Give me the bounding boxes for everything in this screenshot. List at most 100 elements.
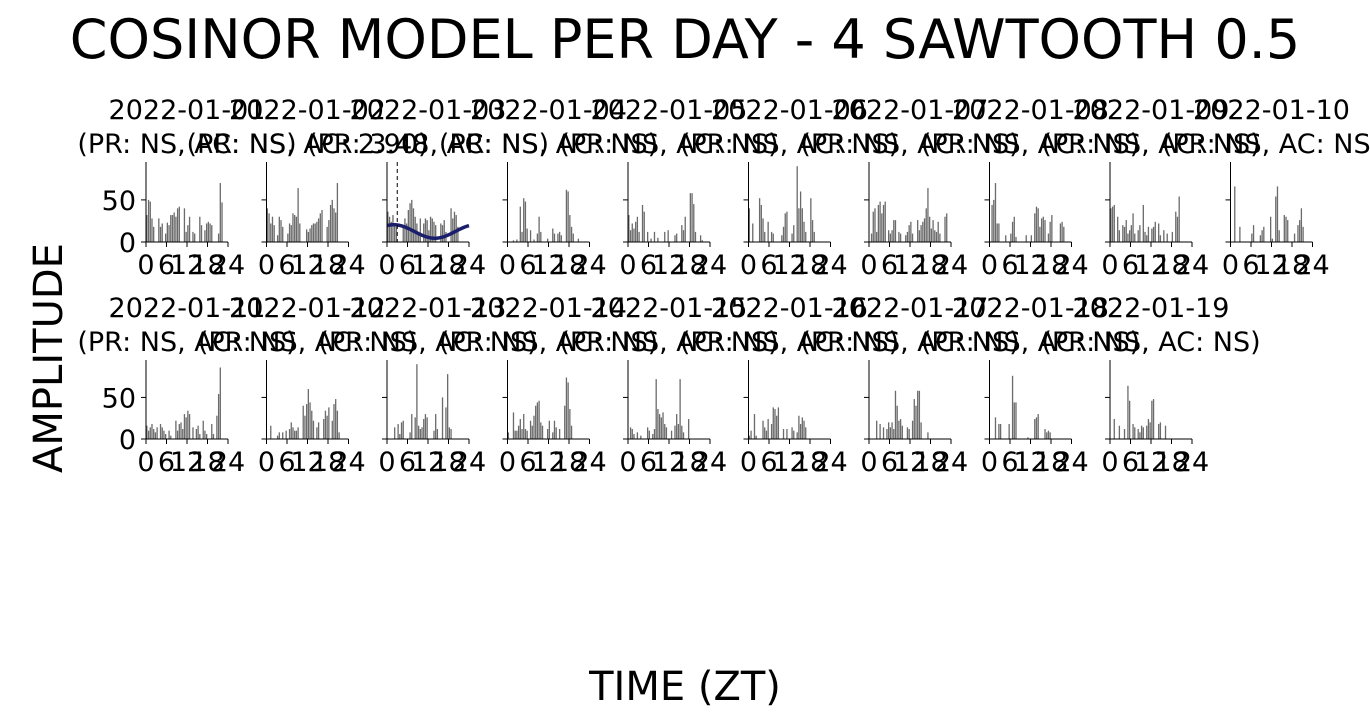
x-tick-label: 6 <box>1001 250 1018 281</box>
data-bar <box>1261 230 1263 242</box>
data-bar <box>1034 419 1036 439</box>
data-bar <box>764 231 766 242</box>
data-bar <box>417 425 420 439</box>
data-bar <box>533 239 535 242</box>
data-bar <box>1111 206 1114 242</box>
data-bar <box>674 235 676 242</box>
data-bar <box>159 424 162 439</box>
data-bar <box>164 434 167 439</box>
data-bar <box>319 213 321 242</box>
data-bar <box>188 414 191 439</box>
data-bar <box>793 430 795 439</box>
x-tick-label: 6 <box>1242 250 1259 281</box>
data-bar <box>906 231 909 242</box>
data-bar <box>523 198 525 242</box>
panel-subtitle: (PR: NS, AC: NS) <box>680 327 899 358</box>
data-bar <box>156 427 158 439</box>
data-bar <box>898 231 900 242</box>
data-bar <box>170 435 172 439</box>
data-bar <box>781 235 783 242</box>
x-tick-label: 24 <box>572 250 606 281</box>
data-bar <box>514 430 516 439</box>
data-bar <box>767 419 769 439</box>
data-bar <box>546 429 549 439</box>
data-bar <box>187 410 189 439</box>
x-tick-label: 6 <box>399 447 416 478</box>
data-bar <box>920 225 922 242</box>
data-bar <box>927 432 929 439</box>
data-bar <box>400 422 403 439</box>
data-bar <box>1275 196 1277 242</box>
x-tick-label: 0 <box>258 447 275 478</box>
data-bar <box>151 424 153 439</box>
data-bar <box>1113 419 1115 439</box>
data-bar <box>650 238 652 242</box>
data-bar <box>211 225 213 242</box>
data-bar <box>1171 231 1174 242</box>
data-bar <box>183 208 186 242</box>
data-bar <box>307 389 310 439</box>
data-bar <box>524 429 527 439</box>
data-bar <box>1176 216 1179 242</box>
data-bar <box>166 222 169 242</box>
data-bar <box>911 420 914 439</box>
data-bar <box>268 213 270 242</box>
data-bar <box>419 429 421 439</box>
x-tick-label: 6 <box>640 250 657 281</box>
data-bar <box>409 203 411 242</box>
data-bar <box>212 434 215 439</box>
x-tick-label: 0 <box>378 447 395 478</box>
data-bar <box>1151 400 1153 439</box>
data-bar <box>555 427 557 439</box>
panel-title: 2022-01-04 <box>470 95 627 126</box>
data-bar <box>414 417 416 439</box>
panel-title: 2022-01-06 <box>711 95 868 126</box>
data-bar <box>519 206 521 242</box>
data-bar <box>879 201 881 242</box>
data-bar <box>887 422 890 439</box>
data-bar <box>270 223 272 242</box>
data-bar <box>1132 424 1134 439</box>
data-bar <box>154 432 157 439</box>
data-bar <box>937 221 939 242</box>
data-bar <box>317 422 320 439</box>
data-bar <box>901 425 903 439</box>
data-bar <box>417 233 420 242</box>
data-bar <box>536 402 539 439</box>
data-bar <box>297 188 299 242</box>
data-bar <box>146 425 148 439</box>
data-bar <box>336 183 339 242</box>
data-bar <box>874 208 876 242</box>
data-bar <box>640 435 642 439</box>
data-bar <box>149 201 151 242</box>
data-bar <box>1263 226 1265 242</box>
x-tick-label: 18 <box>672 447 706 478</box>
panel-subtitle: (PR: NS, AC: NS) <box>318 327 537 358</box>
data-bar <box>307 231 310 242</box>
data-bar <box>516 239 518 242</box>
data-bar <box>1130 225 1133 242</box>
data-bar <box>199 216 201 242</box>
x-tick-label: 6 <box>158 250 175 281</box>
data-bar <box>876 420 878 439</box>
data-bar <box>1051 215 1053 242</box>
data-bar <box>311 225 313 242</box>
data-bar <box>801 417 803 439</box>
data-bar <box>748 435 751 439</box>
data-bar <box>998 223 1000 242</box>
data-bar <box>670 430 673 439</box>
data-bar <box>798 208 800 242</box>
data-bar <box>799 191 802 242</box>
panel-subtitle: (PR: NS, AC: NS) <box>439 327 658 358</box>
data-bar <box>517 425 520 439</box>
data-bar <box>314 223 316 242</box>
data-bar <box>312 223 315 242</box>
data-bar <box>219 183 221 242</box>
panel-subtitle: (PR: NS, AC: NS) <box>921 327 1140 358</box>
x-tick-label: 18 <box>1275 250 1309 281</box>
x-tick-label: 6 <box>760 447 777 478</box>
data-bar <box>905 235 907 242</box>
x-tick-label: 18 <box>793 447 827 478</box>
data-bar <box>776 415 778 439</box>
